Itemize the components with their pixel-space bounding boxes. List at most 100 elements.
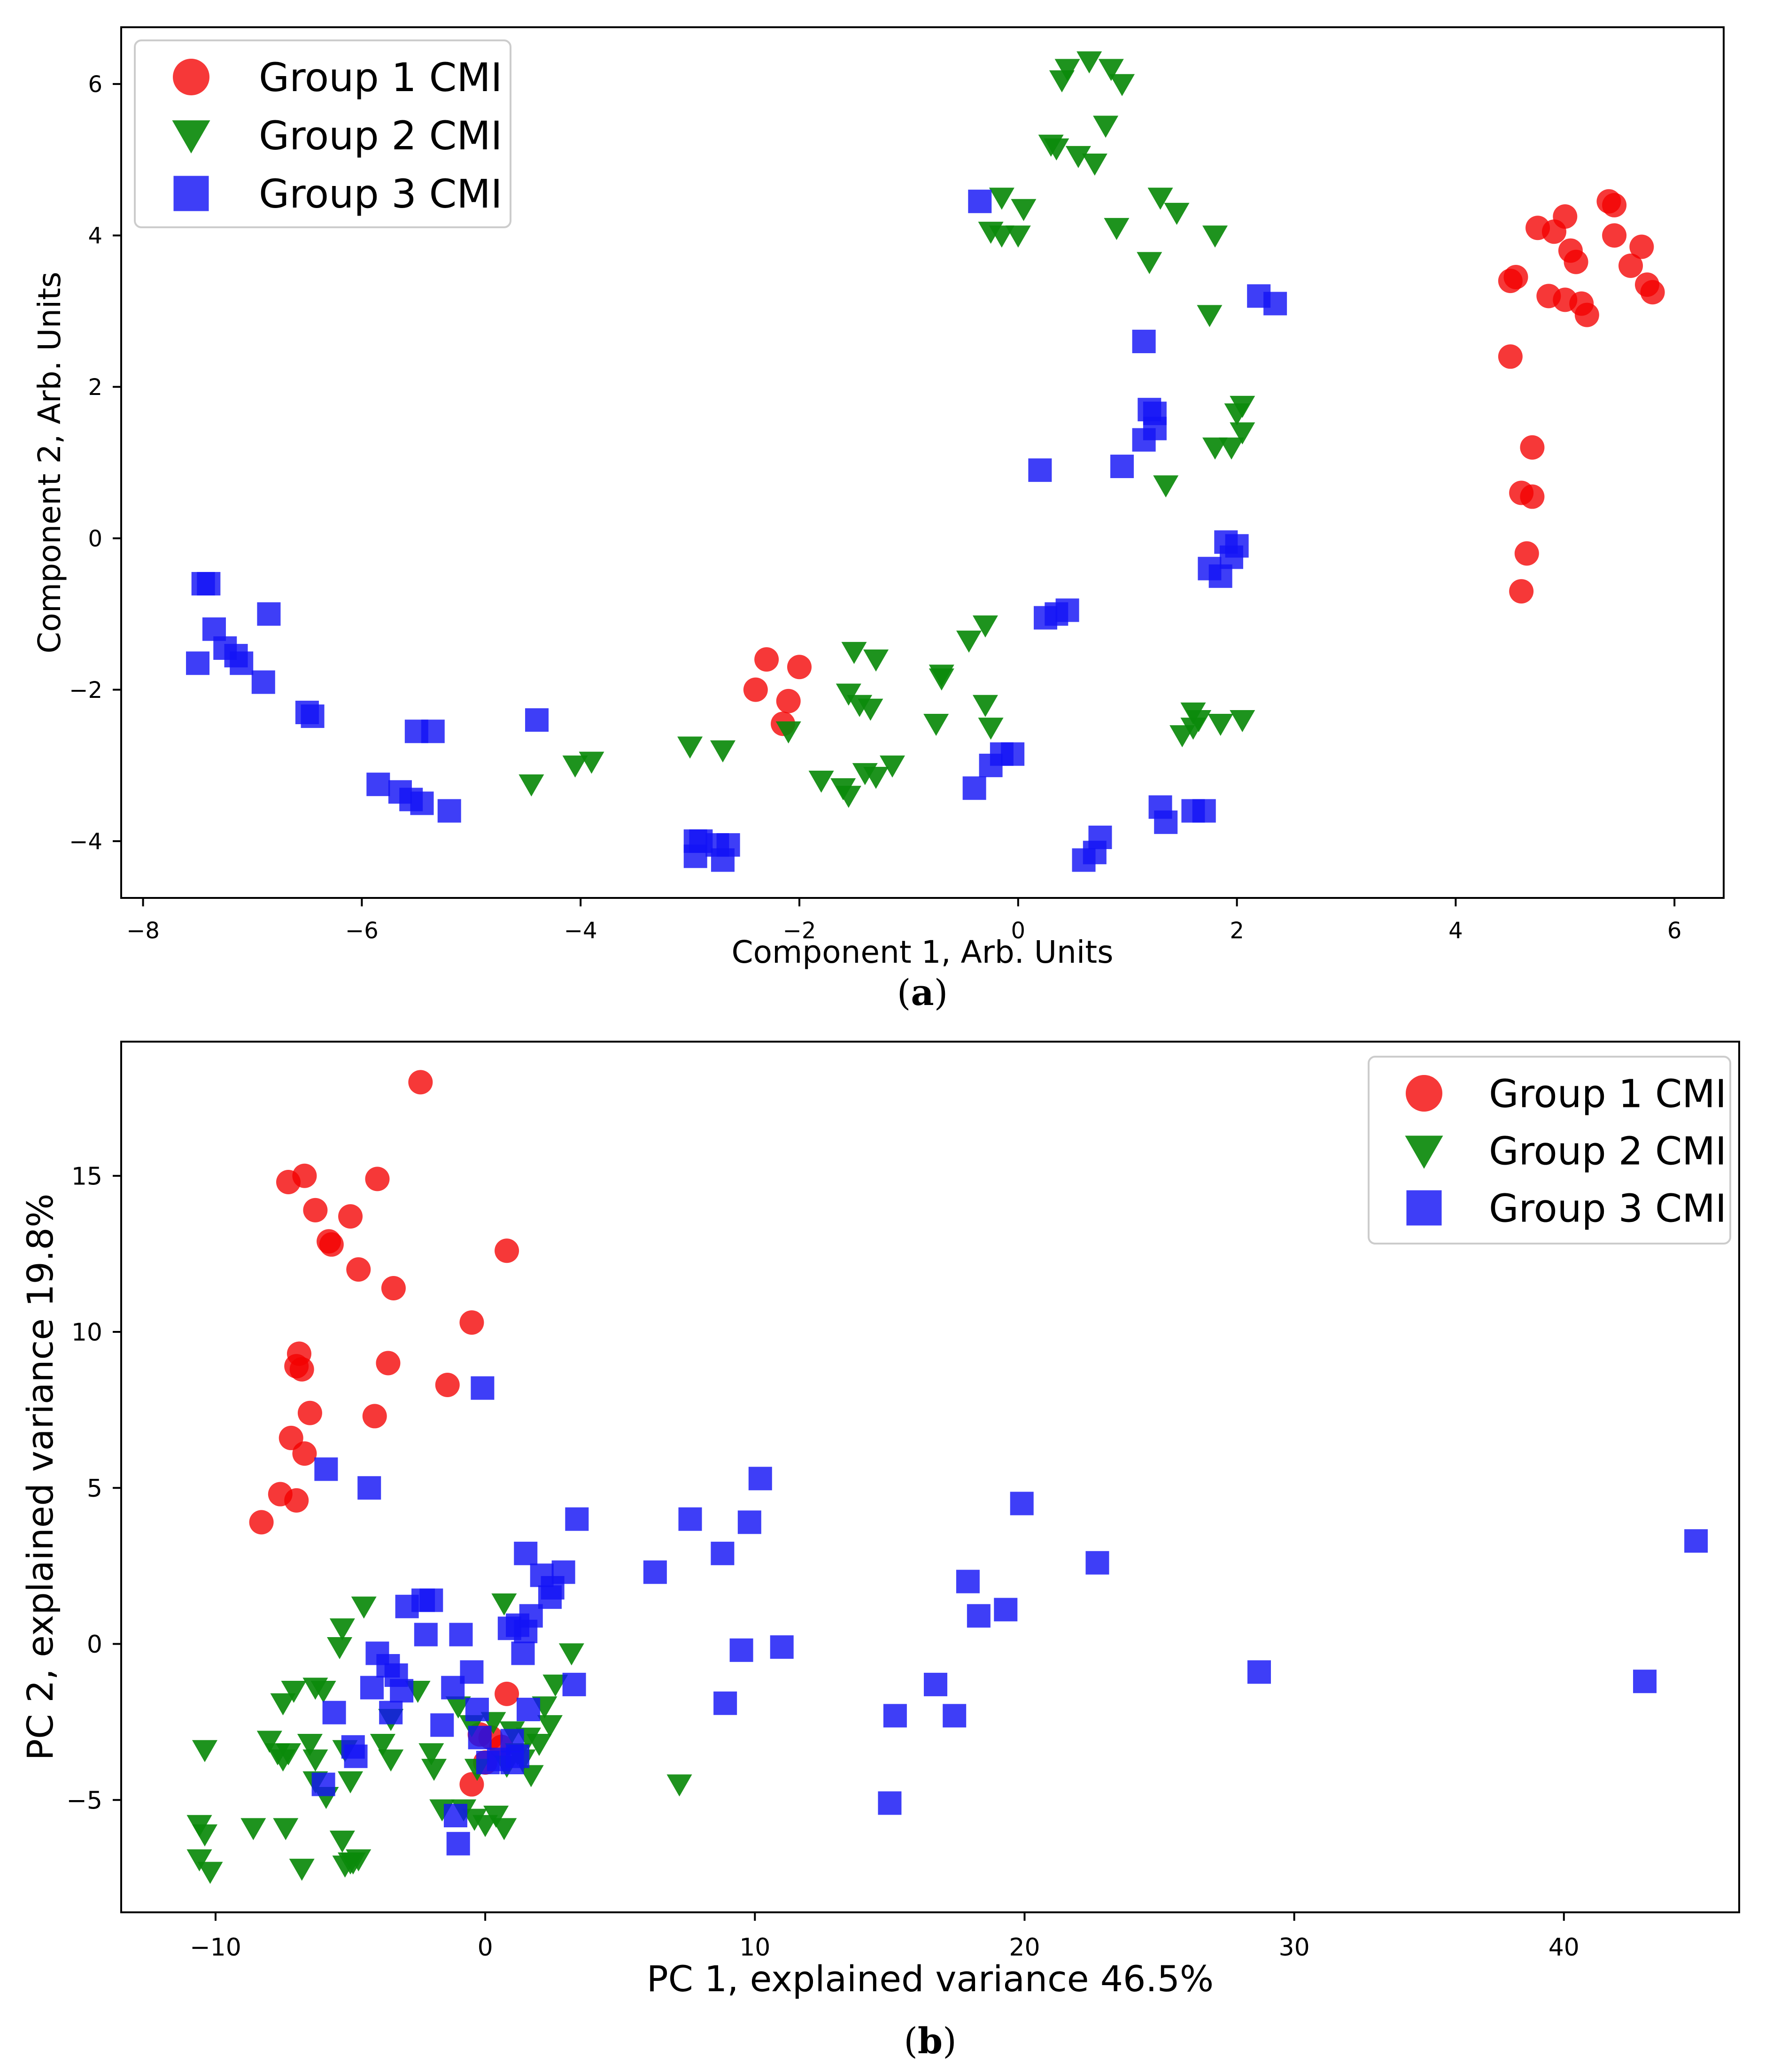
data-point [410, 791, 434, 815]
data-point [1055, 598, 1079, 622]
data-point [273, 1818, 299, 1840]
y-tick-label-a: 6 [88, 71, 102, 98]
data-point [1224, 403, 1250, 426]
x-tick-label-b: 10 [739, 1933, 770, 1962]
data-point [956, 630, 982, 653]
data-point [776, 688, 801, 713]
data-point [449, 1623, 473, 1647]
data-point [437, 799, 461, 823]
data-point [1180, 718, 1206, 740]
data-point [500, 1751, 524, 1775]
data-point [491, 1818, 517, 1840]
data-point [710, 740, 736, 763]
data-point [1230, 710, 1255, 732]
data-point [471, 1376, 495, 1400]
data-point [962, 776, 986, 800]
data-point [558, 1643, 584, 1666]
data-point [1247, 1660, 1271, 1684]
data-point [435, 1372, 460, 1397]
data-point [301, 704, 325, 728]
data-point [495, 1681, 519, 1706]
y-axis-label-b: PC 2, explained variance 19.8% [19, 1193, 61, 1760]
legend-marker-group-1 [1406, 1075, 1442, 1112]
legend-marker-group-3 [1406, 1190, 1442, 1226]
data-point [537, 1715, 563, 1738]
legend-label-group-3: Group 3 CMI [259, 171, 502, 217]
data-point [362, 1404, 387, 1429]
data-point [284, 1488, 309, 1513]
data-point [256, 1731, 282, 1753]
data-point [329, 1831, 355, 1853]
data-point [967, 1604, 991, 1628]
x-tick-label-a: 0 [1011, 918, 1026, 944]
data-point [683, 844, 707, 868]
x-tick-label-b: 30 [1279, 1933, 1310, 1962]
legend-b: Group 1 CMI Group 2 CMI Group 3 CMI [1368, 1056, 1731, 1245]
data-point [230, 651, 254, 675]
legend-marker-group-1 [173, 59, 209, 95]
caption-b: (b) [904, 2020, 956, 2062]
data-point [1509, 579, 1534, 604]
data-point [276, 1170, 301, 1195]
data-point [836, 786, 861, 808]
data-point [514, 1541, 538, 1565]
y-axis-label-a: Component 2, Arb. Units [31, 272, 68, 654]
data-point [1629, 234, 1654, 259]
data-point [678, 1507, 702, 1531]
data-point [923, 1672, 947, 1696]
data-point [808, 770, 834, 793]
chart-panel-b: −10 0 10 20 30 40 −5 0 5 10 15 PC 1, explained vari… [19, 1041, 1740, 2062]
data-point [445, 1696, 471, 1719]
data-point [1602, 193, 1627, 217]
data-point [1005, 225, 1031, 248]
legend-label-group-3: Group 3 CMI [1489, 1187, 1727, 1231]
data-point [418, 1743, 444, 1765]
legend-marker-group-2 [1405, 1136, 1443, 1169]
data-point [310, 1681, 336, 1703]
data-point [1147, 187, 1173, 210]
data-point [197, 572, 221, 595]
data-point [1263, 292, 1287, 316]
x-tick-label-a: 6 [1667, 918, 1682, 944]
data-point [579, 751, 604, 774]
data-point [483, 1805, 509, 1828]
legend-label-group-2: Group 2 CMI [1489, 1129, 1727, 1174]
data-point [459, 1310, 484, 1335]
legend-marker-group-2 [172, 120, 210, 154]
data-point [292, 1441, 317, 1466]
data-point [972, 695, 998, 717]
data-point [956, 1569, 980, 1593]
x-axis-label-b: PC 1, explained variance 46.5% [647, 1958, 1214, 2000]
data-point [972, 615, 998, 638]
x-axis-label-a: Component 1, Arb. Units [732, 934, 1114, 970]
data-point [366, 773, 390, 796]
series-b-group-2 [186, 1593, 692, 1884]
data-point [1564, 249, 1588, 274]
data-point [929, 665, 954, 687]
data-point [1514, 541, 1539, 566]
y-tick-label-a: −2 [69, 677, 102, 704]
data-point [643, 1560, 667, 1584]
data-point [1230, 422, 1255, 445]
series-a-group-2 [519, 51, 1255, 808]
data-point [787, 655, 812, 680]
data-point [360, 1676, 384, 1700]
data-point [1065, 146, 1091, 168]
data-point [1010, 1492, 1034, 1515]
data-point [863, 649, 889, 672]
data-point [249, 1510, 274, 1535]
data-point [251, 670, 275, 694]
data-point [378, 1749, 404, 1772]
data-point [390, 1679, 414, 1703]
data-point [1085, 1551, 1109, 1575]
data-point [525, 708, 549, 732]
data-point [270, 1693, 296, 1716]
data-point [302, 1749, 328, 1772]
data-point [192, 1740, 217, 1763]
data-point [1137, 252, 1162, 274]
data-point [346, 1257, 371, 1282]
x-tick-label-b: 0 [478, 1933, 493, 1962]
legend-marker-group-3 [173, 176, 209, 211]
data-point [370, 1734, 395, 1756]
